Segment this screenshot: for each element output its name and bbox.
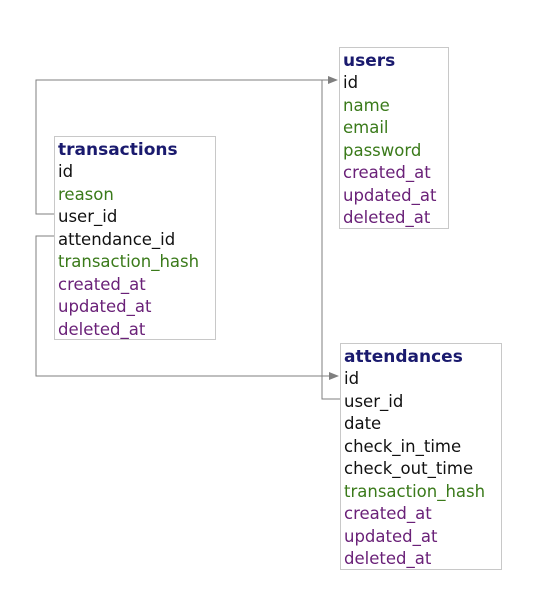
- field-created-at: created_at: [343, 163, 431, 182]
- field-created-at: created_at: [344, 504, 432, 523]
- field-transaction-hash: transaction_hash: [58, 252, 200, 271]
- relation-attendances-user-to-users: [321, 80, 341, 400]
- field-reason: reason: [58, 184, 114, 204]
- entity-title: attendances: [344, 347, 463, 367]
- relation-transactions-attendance-to-attendances: [35, 235, 339, 380]
- field-deleted-at: deleted_at: [344, 549, 432, 568]
- field-password: password: [343, 140, 422, 160]
- field-id: id: [58, 162, 74, 181]
- entity-title: transactions: [58, 140, 178, 160]
- field-created-at: created_at: [58, 274, 146, 294]
- field-check-out-time: check_out_time: [344, 459, 474, 478]
- field-id: id: [343, 73, 359, 92]
- field-name: name: [343, 95, 390, 115]
- field-deleted-at: deleted_at: [343, 208, 431, 227]
- field-email: email: [343, 118, 389, 137]
- field-id: id: [344, 369, 360, 388]
- field-check-in-time: check_in_time: [344, 436, 462, 456]
- field-user-id: user_id: [344, 391, 404, 411]
- field-updated-at: updated_at: [344, 526, 438, 546]
- relation-transactions-user-to-users: [35, 76, 338, 215]
- field-transaction-hash: transaction_hash: [344, 481, 486, 501]
- field-updated-at: updated_at: [58, 297, 152, 316]
- field-updated-at: updated_at: [343, 185, 437, 205]
- field-deleted-at: deleted_at: [58, 319, 146, 339]
- field-user-id: user_id: [58, 207, 118, 226]
- field-attendance-id: attendance_id: [58, 229, 176, 249]
- field-list: id reason user_id attendance_id transaction_…: [58, 161, 212, 341]
- field-date: date: [344, 414, 382, 433]
- entity-transactions[interactable]: transactions id reason user_id attendance_i…: [54, 136, 216, 340]
- entity-title: users: [343, 51, 396, 71]
